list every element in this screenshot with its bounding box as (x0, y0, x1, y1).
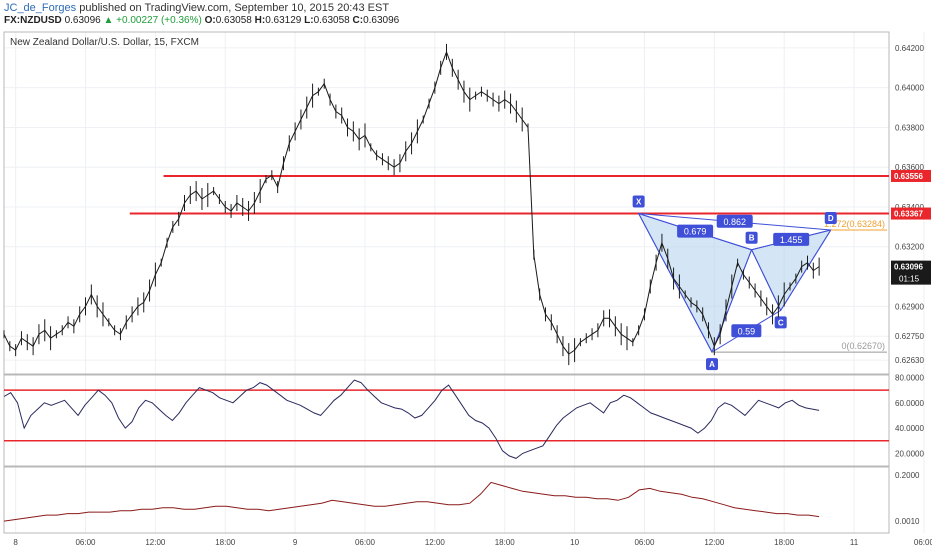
time-tick-label: 06:00 (75, 538, 96, 547)
pattern-point-label: D (828, 214, 834, 223)
level-price-tag-label: 0.63556 (894, 172, 923, 181)
pattern-line (780, 229, 832, 311)
published-text: published on TradingView.com, September … (79, 2, 390, 14)
pattern-point-badge (774, 316, 787, 329)
fib-level-label: 1.272(0.63284) (824, 219, 885, 229)
open-value: 0.63058 (215, 15, 252, 26)
time-tick-label: 18:00 (495, 538, 516, 547)
price-tick-label: 0.62630 (895, 356, 924, 365)
close-value: 0.63096 (363, 15, 400, 26)
ratio-label: 0.59 (738, 326, 756, 336)
price-axis[interactable]: 0.64200 0.64000 0.63800 0.63600 0.63400 0.632… (891, 44, 931, 526)
pattern-point-badge (824, 212, 837, 225)
price-series (3, 43, 820, 366)
indicator-tick-label: 0.0010 (895, 517, 920, 526)
close-label: C: (352, 15, 364, 26)
pane-border (3, 31, 890, 375)
symbol-label: FX:NZDUSD (4, 15, 62, 26)
bar-countdown-label: 01:15 (899, 275, 920, 284)
rsi-line (3, 379, 820, 459)
rsi-tick-label: 40.0000 (895, 424, 924, 433)
price-tick-label: 0.62900 (895, 302, 924, 311)
time-tick-label: 06:00 (355, 538, 376, 547)
time-tick-label: 12:00 (145, 538, 166, 547)
pattern-line (751, 249, 782, 311)
price-tick-label: 0.64000 (895, 84, 924, 93)
pane-border (3, 374, 890, 467)
pane-border (3, 466, 890, 534)
level-price-tag-label: 0.63367 (894, 210, 923, 219)
fib-level-label: 0(0.62670) (841, 341, 885, 351)
symbol-line: FX:NZDUSD 0.63096 ▲ +0.00227 (+0.36%) O:… (4, 15, 399, 26)
indicator-tick-label: 0.2000 (895, 471, 920, 480)
time-tick-label: 18:00 (215, 538, 236, 547)
time-axis[interactable]: 8 06:00 12:00 18:00 9 06:00 12:00 18:00 10 06:00 1… (13, 538, 932, 547)
pane-borders (3, 31, 890, 534)
time-tick-label: 8 (13, 538, 18, 547)
pattern-point-label: X (636, 198, 642, 207)
time-tick-label: 18:00 (774, 538, 795, 547)
time-tick-label: 12:00 (704, 538, 725, 547)
low-label: L: (304, 15, 314, 26)
price-tick-label: 0.63800 (895, 123, 924, 132)
ratio-label: 0.679 (684, 227, 707, 237)
pattern-point-label: B (749, 234, 755, 243)
price-tick-label: 0.62750 (895, 332, 924, 341)
pattern-line (711, 249, 753, 353)
pattern-point-badge (706, 358, 718, 371)
rsi-pane (3, 379, 889, 459)
last-price: 0.63096 (64, 15, 101, 26)
time-tick-label: 9 (293, 538, 298, 547)
pattern-point-badge (632, 195, 645, 208)
current-price-label: 0.63096 (894, 263, 923, 272)
pattern-point-label: A (709, 360, 715, 369)
ratio-badge (731, 324, 762, 338)
horizontal-levels[interactable] (129, 174, 889, 215)
ratio-label: 0.862 (723, 217, 746, 227)
level-price-tag (891, 169, 931, 182)
ratio-badge (773, 232, 810, 246)
harmonic-pattern[interactable]: 1.272(0.63284) 0(0.62670) 0.862 0.679 1.455 0… (632, 195, 887, 371)
price-tick-label: 0.63600 (895, 163, 924, 172)
ratio-label: 1.455 (780, 235, 803, 245)
price-tick-label: 0.64200 (895, 44, 924, 53)
indicator-pane (3, 481, 820, 522)
rsi-tick-label: 60.0000 (895, 399, 924, 408)
time-tick-label: 10 (570, 538, 579, 547)
chart-canvas[interactable]: 1.272(0.63284) 0(0.62670) 0.862 0.679 1.455 0… (0, 28, 932, 550)
pattern-line (638, 213, 713, 353)
pattern-point-badge (745, 231, 758, 244)
time-tick-label: 06:00 (634, 538, 655, 547)
high-label: H: (254, 15, 266, 26)
indicator-line (3, 481, 820, 522)
publisher-line: JC_de_Forges published on TradingView.co… (4, 2, 389, 14)
current-price-tag (891, 260, 931, 285)
rsi-tick-label: 20.0000 (895, 449, 924, 458)
rsi-tick-label: 80.0000 (895, 374, 924, 383)
price-tick-label: 0.63200 (895, 243, 924, 252)
time-tick-label: 06:00 (914, 538, 932, 547)
high-value: 0.63129 (265, 15, 302, 26)
time-tick-label: 12:00 (425, 538, 446, 547)
open-label: O: (204, 15, 216, 26)
pattern-point-label: C (778, 318, 784, 327)
price-tick-label: 0.63400 (895, 203, 924, 212)
low-value: 0.63058 (313, 15, 350, 26)
price-change: ▲ +0.00227 (+0.36%) (103, 15, 202, 26)
level-price-tag (891, 207, 931, 220)
chart-title: New Zealand Dollar/U.S. Dollar, 15, FXCM (10, 37, 199, 48)
ratio-badge (716, 214, 753, 228)
author-link[interactable]: JC_de_Forges (4, 2, 77, 14)
time-tick-label: 11 (850, 538, 859, 547)
ratio-badge (677, 224, 714, 238)
